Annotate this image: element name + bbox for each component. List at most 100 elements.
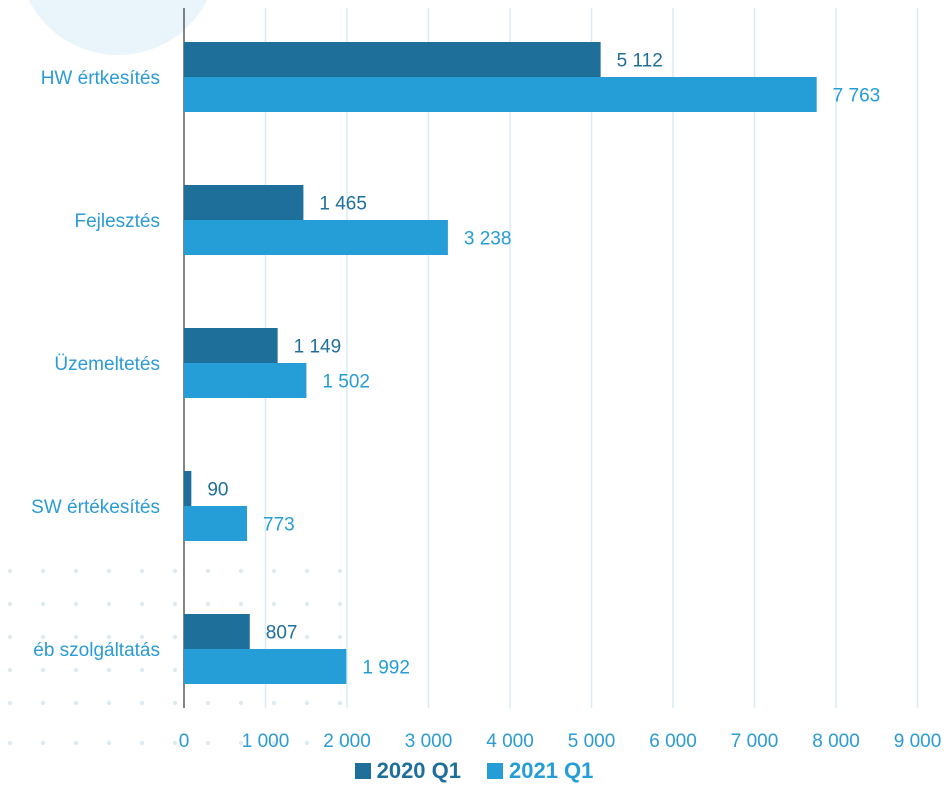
value-label: 90: [207, 480, 228, 501]
category-label: SW értékesítés: [31, 497, 160, 518]
bar-2020-q1: [184, 42, 601, 77]
bars-layer: [184, 42, 817, 684]
decor-dot: [205, 700, 211, 706]
legend: 2020 Q1 2021 Q1: [0, 758, 948, 784]
decor-dot: [337, 568, 343, 574]
decor-dot: [337, 634, 343, 640]
bar-2020-q1: [184, 185, 304, 220]
category-label: éb szolgáltatás: [33, 640, 160, 661]
decor-dot: [139, 568, 145, 574]
legend-label-2021: 2021 Q1: [509, 758, 594, 783]
x-tick-label: 1 000: [242, 731, 290, 752]
legend-swatch-2020: [354, 763, 371, 779]
value-label: 1 149: [294, 337, 342, 358]
decor-dot: [337, 700, 343, 706]
decor-dot: [271, 634, 277, 640]
decor-dot: [139, 700, 145, 706]
value-label: 773: [263, 515, 295, 536]
decor-dot: [238, 601, 244, 607]
decor-dot: [205, 568, 211, 574]
bar-2020-q1: [184, 614, 250, 649]
decor-dot: [337, 740, 343, 746]
decor-dot: [40, 700, 46, 706]
category-label: HW értkesítés: [41, 68, 160, 89]
decor-dot: [73, 601, 79, 607]
decor-dot: [40, 667, 46, 673]
decor-dot: [7, 667, 13, 673]
decor-dot: [73, 667, 79, 673]
decor-dot: [172, 740, 178, 746]
decor-dot: [304, 601, 310, 607]
x-tick-label: 3 000: [405, 731, 453, 752]
decor-dot: [7, 634, 13, 640]
legend-swatch-2021: [487, 763, 503, 779]
category-label: Üzemeltetés: [54, 354, 160, 375]
decor-dot: [271, 740, 277, 746]
value-label: 807: [266, 623, 298, 644]
x-tick-label: 8 000: [812, 731, 860, 752]
x-tick-label: 6 000: [649, 731, 697, 752]
decor-dot: [7, 601, 13, 607]
decor-dot: [304, 634, 310, 640]
category-label: Fejlesztés: [74, 211, 160, 232]
decor-dot: [139, 740, 145, 746]
decor-dot: [106, 601, 112, 607]
grid-layer: [183, 8, 919, 708]
decor-circle: [28, 0, 208, 55]
decor-dot: [40, 634, 46, 640]
decor-dot: [271, 568, 277, 574]
bar-2021-q1: [184, 649, 347, 684]
decor-dot: [40, 740, 46, 746]
bar-2020-q1: [184, 328, 278, 363]
decor-dot: [73, 700, 79, 706]
value-label: 1 502: [322, 372, 370, 393]
x-tick-label: 5 000: [568, 731, 616, 752]
decor-dot: [7, 568, 13, 574]
decor-dot: [139, 601, 145, 607]
decor-dot: [238, 740, 244, 746]
bar-2021-q1: [184, 77, 817, 112]
x-tick-label: 9 000: [894, 731, 942, 752]
decor-dot: [73, 634, 79, 640]
value-label: 1 992: [362, 658, 410, 679]
decor-dot: [172, 634, 178, 640]
decor-dot: [238, 568, 244, 574]
x-tick-label: 7 000: [731, 731, 779, 752]
decor-dot: [106, 740, 112, 746]
labels-layer: 0 1 000 2 000 3 000 4 000 5 000 6 000 7 000 8 00…: [31, 51, 941, 753]
decor-dot: [106, 568, 112, 574]
decor-dot: [106, 700, 112, 706]
decor-dot: [271, 700, 277, 706]
decor-dot: [271, 601, 277, 607]
decor-dot: [139, 634, 145, 640]
legend-label-2020: 2020 Q1: [376, 758, 461, 783]
decor-dot: [40, 601, 46, 607]
value-label: 1 465: [319, 194, 367, 215]
bar-2021-q1: [184, 220, 448, 255]
decor-dot: [73, 740, 79, 746]
x-tick-label: 2 000: [323, 731, 371, 752]
decor-dot: [304, 700, 310, 706]
decor-dot: [7, 740, 13, 746]
decor-dot: [337, 601, 343, 607]
decor-dot: [205, 740, 211, 746]
decor-dot: [7, 700, 13, 706]
decor-dot: [304, 740, 310, 746]
decor-dot: [106, 634, 112, 640]
legend-item-2021: 2021 Q1: [487, 758, 593, 784]
decor-dot: [304, 568, 310, 574]
decor-dot: [238, 700, 244, 706]
decor-dot: [205, 601, 211, 607]
x-tick-label: 4 000: [486, 731, 534, 752]
value-label: 3 238: [464, 229, 512, 250]
legend-item-2020: 2020 Q1: [354, 758, 461, 784]
decor-dot: [172, 601, 178, 607]
x-tick-label: 0: [179, 731, 190, 752]
decor-dot: [172, 568, 178, 574]
bar-2020-q1: [184, 471, 192, 506]
value-label: 5 112: [617, 51, 663, 72]
bar-2021-q1: [184, 506, 247, 541]
decor-dot: [172, 700, 178, 706]
value-label: 7 763: [833, 86, 881, 107]
